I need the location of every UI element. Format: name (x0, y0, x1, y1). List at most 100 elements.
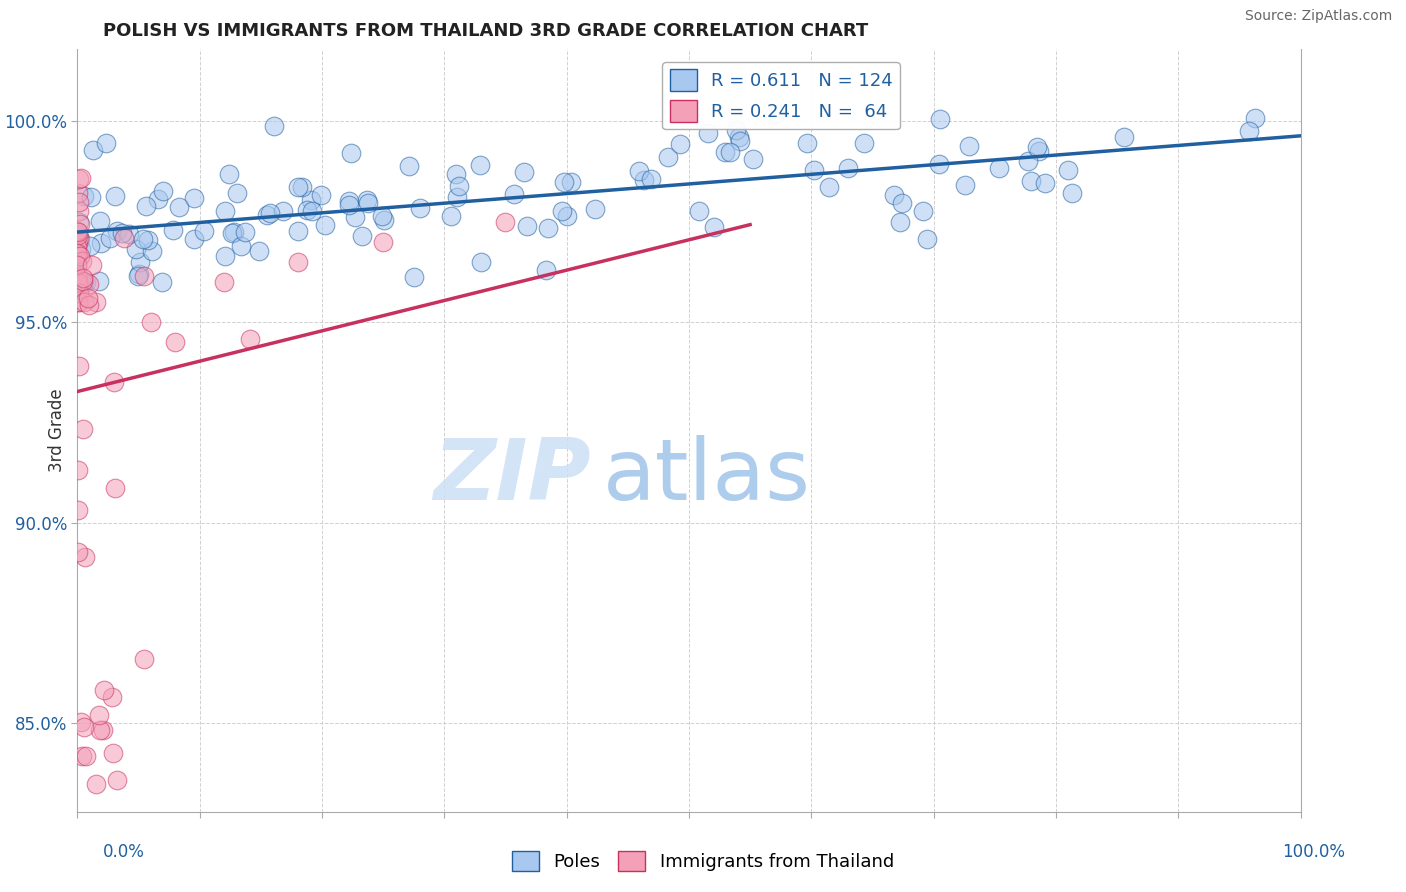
Point (128, 267, 150, 281)
Point (929, 112, 952, 126)
Point (67, 195, 90, 210)
Point (79, 239, 101, 253)
Point (697, 127, 720, 141)
Point (633, 172, 655, 186)
Point (495, 215, 517, 229)
Point (1056, 162, 1078, 177)
Point (66, 224, 89, 238)
Point (889, 215, 911, 229)
Point (214, 204, 236, 219)
Point (67, 172, 90, 186)
Point (105, 224, 128, 238)
Point (104, 189, 127, 203)
Point (132, 269, 155, 284)
Point (516, 219, 538, 233)
Point (444, 167, 467, 181)
Point (628, 164, 651, 178)
Point (231, 239, 253, 253)
Point (668, 137, 690, 152)
Point (77, 297, 100, 311)
Point (352, 228, 374, 243)
Point (928, 157, 950, 171)
Point (67, 276, 90, 290)
Point (67, 282, 90, 296)
Point (127, 269, 149, 284)
Text: atlas: atlas (603, 434, 811, 517)
Point (87, 274, 110, 288)
Point (76, 291, 98, 305)
Point (135, 199, 157, 213)
Point (371, 235, 394, 249)
Point (162, 223, 184, 237)
Point (72, 270, 94, 285)
Point (66, 295, 89, 310)
Point (447, 178, 470, 193)
Point (169, 200, 191, 214)
Point (911, 203, 934, 218)
Point (67, 285, 90, 300)
Legend: R = 0.611   N = 124, R = 0.241   N =  64: R = 0.611 N = 124, R = 0.241 N = 64 (662, 62, 900, 129)
Point (73, 275, 96, 289)
Point (165, 335, 187, 350)
Text: Source: ZipAtlas.com: Source: ZipAtlas.com (1244, 9, 1392, 23)
Point (218, 167, 240, 181)
Legend: Poles, Immigrants from Thailand: Poles, Immigrants from Thailand (505, 844, 901, 879)
Point (890, 196, 912, 211)
Point (299, 194, 322, 208)
Point (67, 503, 90, 517)
Point (987, 161, 1010, 175)
Point (72, 274, 94, 288)
Point (714, 145, 737, 160)
Point (470, 158, 492, 172)
Point (66, 259, 89, 273)
Point (69, 248, 91, 262)
Point (728, 130, 751, 145)
Point (357, 196, 380, 211)
Point (67, 225, 90, 239)
Point (70, 749, 93, 764)
Point (446, 190, 468, 204)
Point (69, 217, 91, 231)
Point (657, 150, 679, 164)
Point (256, 208, 278, 222)
Point (340, 145, 363, 160)
Point (67, 295, 90, 310)
Point (247, 244, 270, 258)
Point (90, 235, 112, 250)
Point (263, 119, 285, 133)
Point (66, 247, 89, 261)
Point (146, 193, 169, 207)
Point (553, 175, 575, 189)
Point (301, 204, 323, 219)
Point (222, 225, 245, 239)
Point (66, 544, 89, 558)
Point (101, 746, 124, 760)
Point (67, 268, 90, 283)
Point (152, 184, 174, 198)
Point (139, 315, 162, 329)
Point (1025, 140, 1047, 154)
Point (96, 136, 118, 150)
Point (796, 136, 818, 151)
Point (66, 227, 89, 242)
Point (287, 180, 309, 194)
Point (688, 204, 710, 219)
Point (398, 159, 420, 173)
Point (70, 253, 93, 268)
Point (583, 202, 606, 217)
Point (66, 240, 89, 254)
Point (73, 720, 96, 734)
Point (560, 176, 582, 190)
Point (70, 242, 93, 256)
Point (118, 227, 141, 241)
Point (80, 258, 103, 272)
Point (534, 263, 557, 277)
Point (100, 690, 122, 704)
Point (125, 242, 148, 256)
Point (402, 270, 425, 285)
Point (89, 214, 111, 228)
Point (742, 152, 765, 166)
Point (84, 777, 107, 791)
Point (70, 170, 93, 185)
Point (1060, 186, 1083, 200)
